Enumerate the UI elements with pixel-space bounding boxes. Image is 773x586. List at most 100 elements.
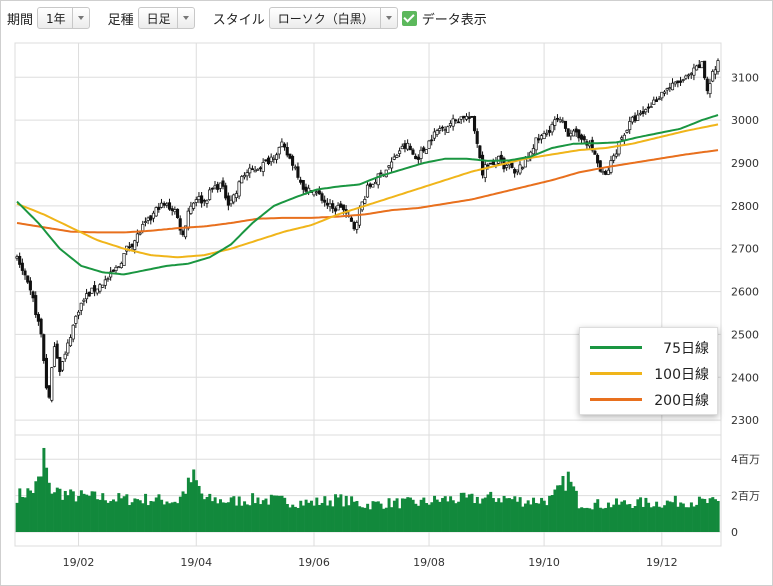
legend-swatch-ma100 (590, 372, 642, 375)
candle-body (486, 164, 490, 167)
volume-bar (641, 506, 645, 532)
volume-bar (82, 493, 86, 532)
volume-bar (71, 491, 75, 532)
volume-bar (441, 498, 445, 532)
candle-body (446, 126, 450, 133)
volume-bar (430, 502, 434, 532)
volume-bar (291, 504, 295, 532)
candle-body (291, 155, 295, 166)
candle-body (711, 71, 715, 82)
volume-bar (711, 497, 715, 532)
candle-body (68, 337, 73, 347)
candle-body (202, 199, 206, 202)
volume-bar (85, 494, 89, 532)
volume-bar (219, 499, 222, 532)
candle-body (315, 191, 319, 194)
candle-body (550, 123, 554, 133)
volume-bar (256, 497, 260, 532)
candle-body (242, 175, 246, 178)
price-tick-label: 2300 (731, 414, 759, 427)
candle-body (283, 143, 287, 148)
volume-bar (61, 499, 65, 532)
volume-bar (601, 508, 605, 532)
candle-body (390, 161, 394, 169)
volume-bar (524, 503, 527, 532)
candle-body (339, 203, 343, 208)
candle-body (184, 225, 188, 238)
legend-label-ma200: 200日線 (654, 393, 709, 409)
candle-body (435, 130, 439, 135)
candle-body (662, 91, 667, 94)
candle-body (274, 154, 279, 160)
style-select[interactable]: ローソク（白黒） (268, 7, 398, 29)
volume-bar (232, 496, 236, 532)
volume-bar (31, 492, 35, 532)
volume-bar (117, 493, 121, 532)
candle-body (226, 195, 230, 206)
period-label: 期間 (7, 12, 34, 28)
chevron-down-icon (71, 8, 89, 28)
volume-bar (90, 491, 94, 532)
candle-body (371, 184, 375, 188)
candle-body (127, 246, 131, 249)
candle-body (480, 154, 485, 176)
volume-bar (419, 499, 423, 532)
volume-bar (366, 503, 370, 532)
candle-body (261, 162, 265, 172)
candle-body (87, 291, 91, 297)
volume-bar (192, 469, 196, 532)
volume-bar (235, 505, 239, 532)
volume-bar (339, 494, 343, 532)
volume-bar (425, 503, 429, 532)
volume-bar (77, 495, 81, 532)
volume-bar (395, 498, 399, 532)
chart-toolbar: 期間 1年 足種 日足 スタイル ローソク（白黒） データ表示 (1, 1, 772, 35)
volume-bar (320, 502, 324, 532)
candle-body (31, 291, 35, 299)
candle-body (149, 215, 153, 221)
candle-body (253, 170, 257, 173)
volume-bar (285, 504, 289, 532)
volume-bar (502, 495, 506, 532)
candle-body (422, 147, 426, 152)
candle-body (197, 196, 201, 200)
volume-bar (144, 493, 148, 532)
volume-bar (251, 493, 255, 532)
period-select[interactable]: 1年 (37, 7, 90, 29)
show-data-label[interactable]: データ表示 (421, 12, 487, 28)
volume-bar (122, 496, 126, 532)
volume-bar (328, 500, 332, 532)
volume-bar (288, 507, 292, 532)
volume-bar (585, 507, 589, 532)
candle-body (280, 141, 284, 147)
candle-body (636, 114, 640, 121)
time-tick-label: 19/08 (413, 556, 445, 569)
volume-bar (216, 503, 220, 532)
candle-body (670, 82, 675, 91)
volume-bar (152, 501, 156, 532)
price-tick-label: 2700 (731, 243, 759, 256)
candle-body (194, 199, 198, 203)
candle-body (716, 60, 720, 73)
volume-bar (323, 496, 327, 532)
volume-bar (63, 490, 67, 532)
bar-type-select[interactable]: 日足 (137, 7, 195, 29)
show-data-checkbox[interactable] (401, 10, 417, 26)
candle-body (414, 155, 418, 160)
candle-body (462, 115, 466, 119)
candle-body (146, 217, 150, 221)
volume-bar (609, 507, 613, 532)
candle-body (411, 149, 415, 155)
candle-body (288, 153, 292, 159)
candle-body (36, 314, 40, 322)
volume-bar (433, 495, 437, 532)
volume-bar (101, 493, 105, 532)
volume-bar (315, 497, 319, 532)
candle-body (82, 299, 86, 302)
candle-body (561, 120, 565, 123)
volume-bar (556, 485, 560, 532)
candle-body (475, 131, 479, 144)
style-select-value: ローソク（白黒） (277, 11, 374, 26)
candle-body (571, 130, 576, 137)
candle-body (539, 135, 543, 140)
